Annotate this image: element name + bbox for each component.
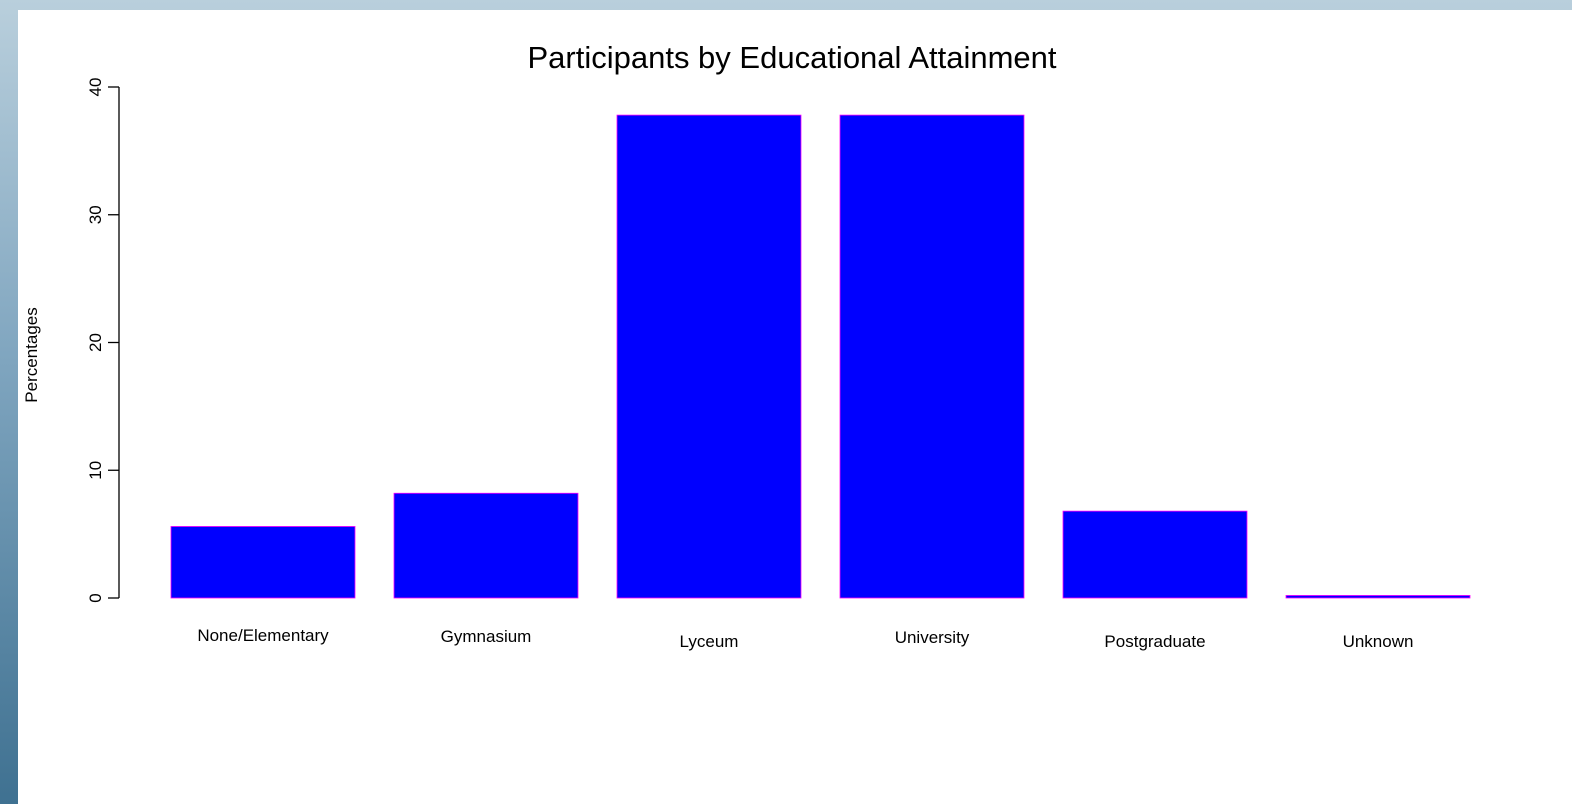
- category-label: Postgraduate: [1104, 632, 1205, 651]
- y-tick-label: 40: [86, 78, 105, 97]
- y-tick-label: 10: [86, 461, 105, 480]
- bar-none-elementary: [170, 526, 356, 599]
- chart-title: Participants by Educational Attainment: [527, 40, 1056, 75]
- bar-university: [839, 114, 1025, 599]
- category-label: University: [895, 628, 970, 647]
- bar-gymnasium: [393, 492, 579, 599]
- bar-unknown: [1285, 595, 1471, 599]
- bar-chart: Participants by Educational Attainment P…: [22, 40, 1471, 651]
- bar-postgraduate: [1062, 510, 1248, 599]
- category-label: Gymnasium: [441, 627, 532, 646]
- category-label: Lyceum: [680, 632, 739, 651]
- y-axis: 0 10 20 30 40: [86, 78, 120, 603]
- y-axis-label: Percentages: [22, 307, 41, 402]
- y-tick-label: 20: [86, 333, 105, 352]
- bars-group: [170, 114, 1471, 599]
- category-label: Unknown: [1343, 632, 1414, 651]
- slide-background: Participants by Educational Attainment P…: [18, 10, 1572, 804]
- category-labels: None/Elementary Gymnasium Lyceum University…: [197, 626, 1413, 651]
- category-label: None/Elementary: [197, 626, 329, 645]
- bar-lyceum: [616, 114, 802, 599]
- y-tick-label: 0: [86, 593, 105, 602]
- y-tick-label: 30: [86, 205, 105, 224]
